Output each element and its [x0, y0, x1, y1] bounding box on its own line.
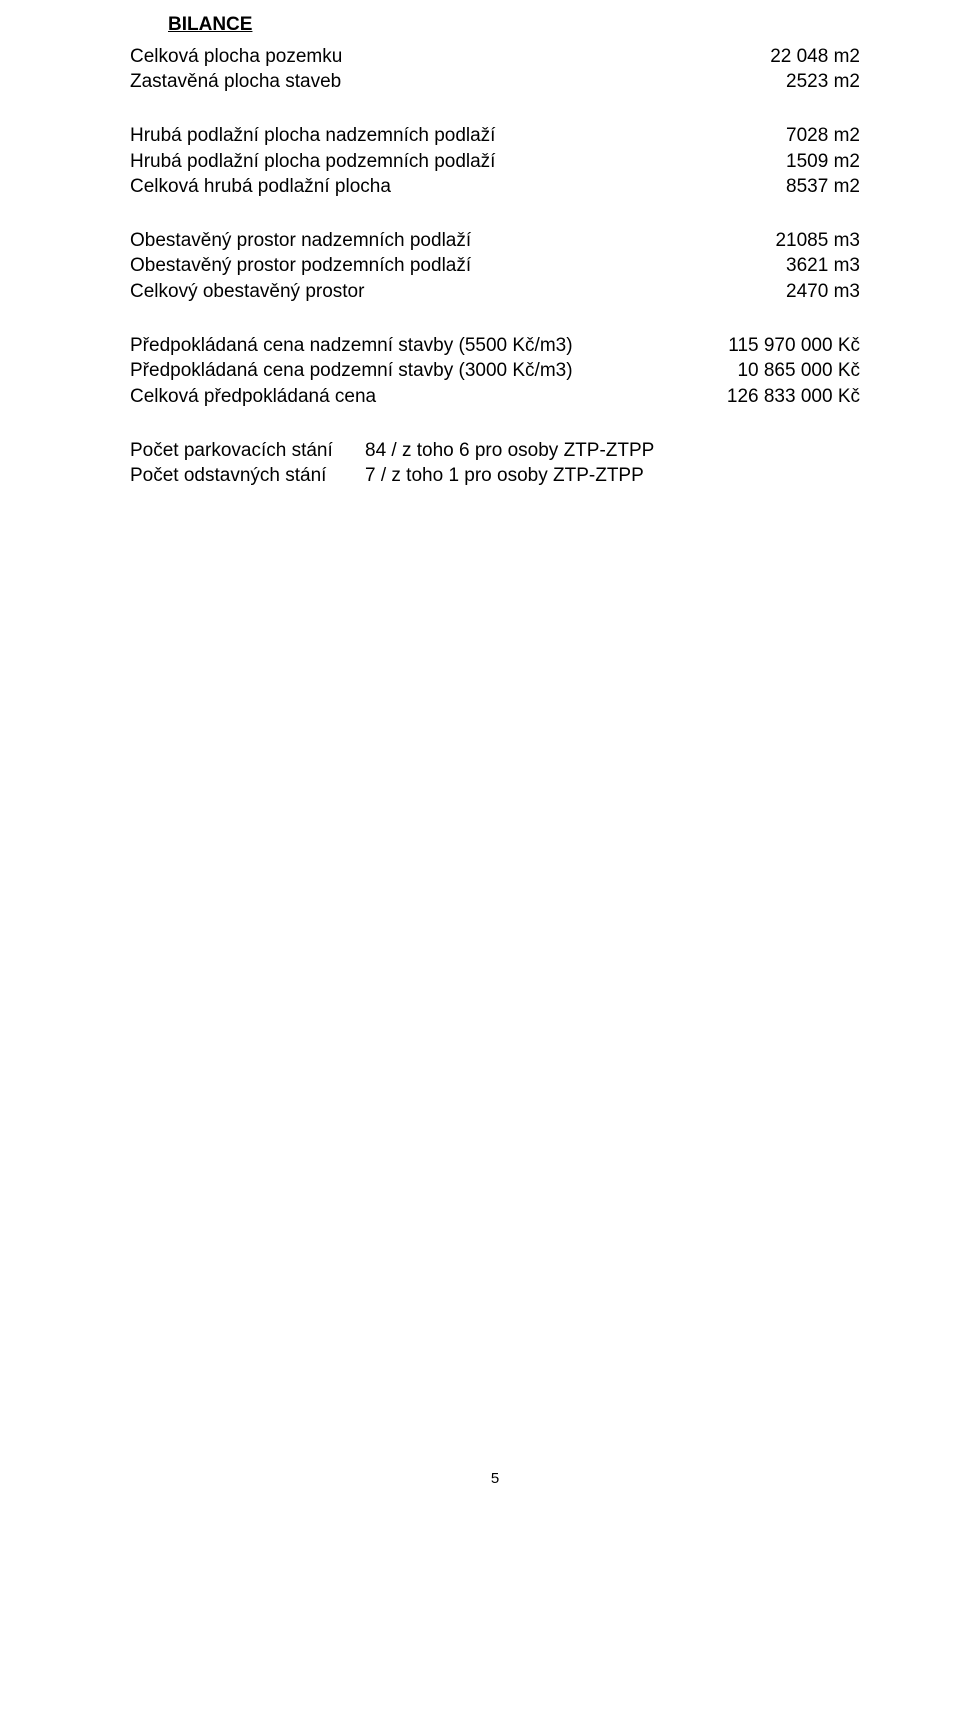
volume-total-value: 2470 m3 — [786, 279, 860, 305]
cost-above-value: 115 970 000 Kč — [728, 333, 860, 359]
parking-value: 84 / z toho 6 pro osoby ZTP-ZTPP — [365, 438, 654, 464]
standing-value: 7 / z toho 1 pro osoby ZTP-ZTPP — [365, 463, 644, 489]
parking-block: Počet parkovacích stání 84 / z toho 6 pr… — [130, 438, 860, 489]
floor-below-value: 1509 m2 — [786, 149, 860, 175]
parking-label: Počet parkovacích stání — [130, 438, 365, 464]
volume-above-row: Obestavěný prostor nadzemních podlaží 21… — [130, 228, 860, 254]
plot-area-label: Celková plocha pozemku — [130, 44, 770, 70]
cost-block: Předpokládaná cena nadzemní stavby (5500… — [130, 333, 860, 410]
cost-above-row: Předpokládaná cena nadzemní stavby (5500… — [130, 333, 860, 359]
standing-row: Počet odstavných stání 7 / z toho 1 pro … — [130, 463, 860, 489]
built-area-row: Zastavěná plocha staveb 2523 m2 — [130, 69, 860, 95]
volume-above-value: 21085 m3 — [775, 228, 860, 254]
floor-above-row: Hrubá podlažní plocha nadzemních podlaží… — [130, 123, 860, 149]
built-area-value: 2523 m2 — [786, 69, 860, 95]
floor-above-value: 7028 m2 — [786, 123, 860, 149]
cost-total-value: 126 833 000 Kč — [727, 384, 860, 410]
plot-area-row: Celková plocha pozemku 22 048 m2 — [130, 44, 860, 70]
floor-below-label: Hrubá podlažní plocha podzemních podlaží — [130, 149, 786, 175]
floor-above-label: Hrubá podlažní plocha nadzemních podlaží — [130, 123, 786, 149]
volume-total-row: Celkový obestavěný prostor 2470 m3 — [130, 279, 860, 305]
cost-total-label: Celková předpokládaná cena — [130, 384, 727, 410]
volume-above-label: Obestavěný prostor nadzemních podlaží — [130, 228, 775, 254]
cost-below-value: 10 865 000 Kč — [737, 358, 860, 384]
volume-below-row: Obestavěný prostor podzemních podlaží 36… — [130, 253, 860, 279]
volume-below-value: 3621 m3 — [786, 253, 860, 279]
volume-below-label: Obestavěný prostor podzemních podlaží — [130, 253, 786, 279]
document-page: BILANCE Celková plocha pozemku 22 048 m2… — [0, 0, 960, 1489]
cost-above-label: Předpokládaná cena nadzemní stavby (5500… — [130, 333, 728, 359]
plot-area-value: 22 048 m2 — [770, 44, 860, 70]
totals-block: Celková plocha pozemku 22 048 m2 Zastavě… — [130, 44, 860, 95]
cost-below-row: Předpokládaná cena podzemní stavby (3000… — [130, 358, 860, 384]
floor-area-block: Hrubá podlažní plocha nadzemních podlaží… — [130, 123, 860, 200]
volume-total-label: Celkový obestavěný prostor — [130, 279, 786, 305]
parking-row: Počet parkovacích stání 84 / z toho 6 pr… — [130, 438, 860, 464]
floor-total-value: 8537 m2 — [786, 174, 860, 200]
section-heading: BILANCE — [168, 12, 860, 38]
standing-label: Počet odstavných stání — [130, 463, 365, 489]
volume-block: Obestavěný prostor nadzemních podlaží 21… — [130, 228, 860, 305]
cost-below-label: Předpokládaná cena podzemní stavby (3000… — [130, 358, 737, 384]
page-number: 5 — [130, 1469, 860, 1489]
floor-total-row: Celková hrubá podlažní plocha 8537 m2 — [130, 174, 860, 200]
cost-total-row: Celková předpokládaná cena 126 833 000 K… — [130, 384, 860, 410]
floor-total-label: Celková hrubá podlažní plocha — [130, 174, 786, 200]
floor-below-row: Hrubá podlažní plocha podzemních podlaží… — [130, 149, 860, 175]
built-area-label: Zastavěná plocha staveb — [130, 69, 786, 95]
